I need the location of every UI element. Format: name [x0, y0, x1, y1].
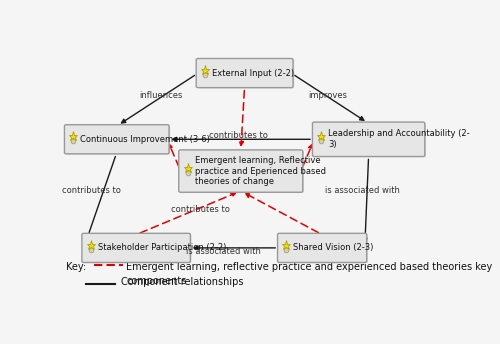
FancyBboxPatch shape — [278, 233, 366, 262]
Text: Continuous Improvement (3-6): Continuous Improvement (3-6) — [80, 135, 210, 144]
Text: improves: improves — [308, 91, 348, 100]
FancyBboxPatch shape — [64, 125, 169, 154]
Text: Leadership and Accountability (2-
3): Leadership and Accountability (2- 3) — [328, 129, 470, 149]
Text: contributes to: contributes to — [62, 186, 121, 195]
FancyBboxPatch shape — [83, 234, 192, 263]
Text: Component relationships: Component relationships — [120, 277, 243, 287]
Text: contributes to: contributes to — [170, 205, 230, 214]
FancyBboxPatch shape — [198, 59, 294, 88]
Text: External Input (2-2): External Input (2-2) — [212, 68, 294, 77]
Text: is associated with: is associated with — [326, 186, 400, 195]
Text: influences: influences — [140, 91, 183, 100]
FancyBboxPatch shape — [314, 123, 426, 157]
FancyBboxPatch shape — [196, 58, 293, 88]
Text: Emergent learning, Reflective
practice and Eperienced based
theories of change: Emergent learning, Reflective practice a… — [194, 156, 326, 186]
FancyBboxPatch shape — [179, 150, 303, 192]
Text: is associated with: is associated with — [186, 247, 261, 256]
Text: Shared Vision (2-3): Shared Vision (2-3) — [294, 244, 374, 252]
Text: contributes to: contributes to — [210, 131, 268, 140]
FancyBboxPatch shape — [180, 151, 304, 193]
FancyBboxPatch shape — [66, 126, 170, 155]
FancyBboxPatch shape — [312, 122, 425, 157]
Text: Key:: Key: — [66, 262, 86, 272]
FancyBboxPatch shape — [278, 234, 368, 263]
Text: Stakeholder Participation (2-2): Stakeholder Participation (2-2) — [98, 244, 226, 252]
Text: Emergent learning, reflective practice and experienced based theories key
compon: Emergent learning, reflective practice a… — [126, 262, 492, 286]
FancyBboxPatch shape — [82, 233, 190, 262]
